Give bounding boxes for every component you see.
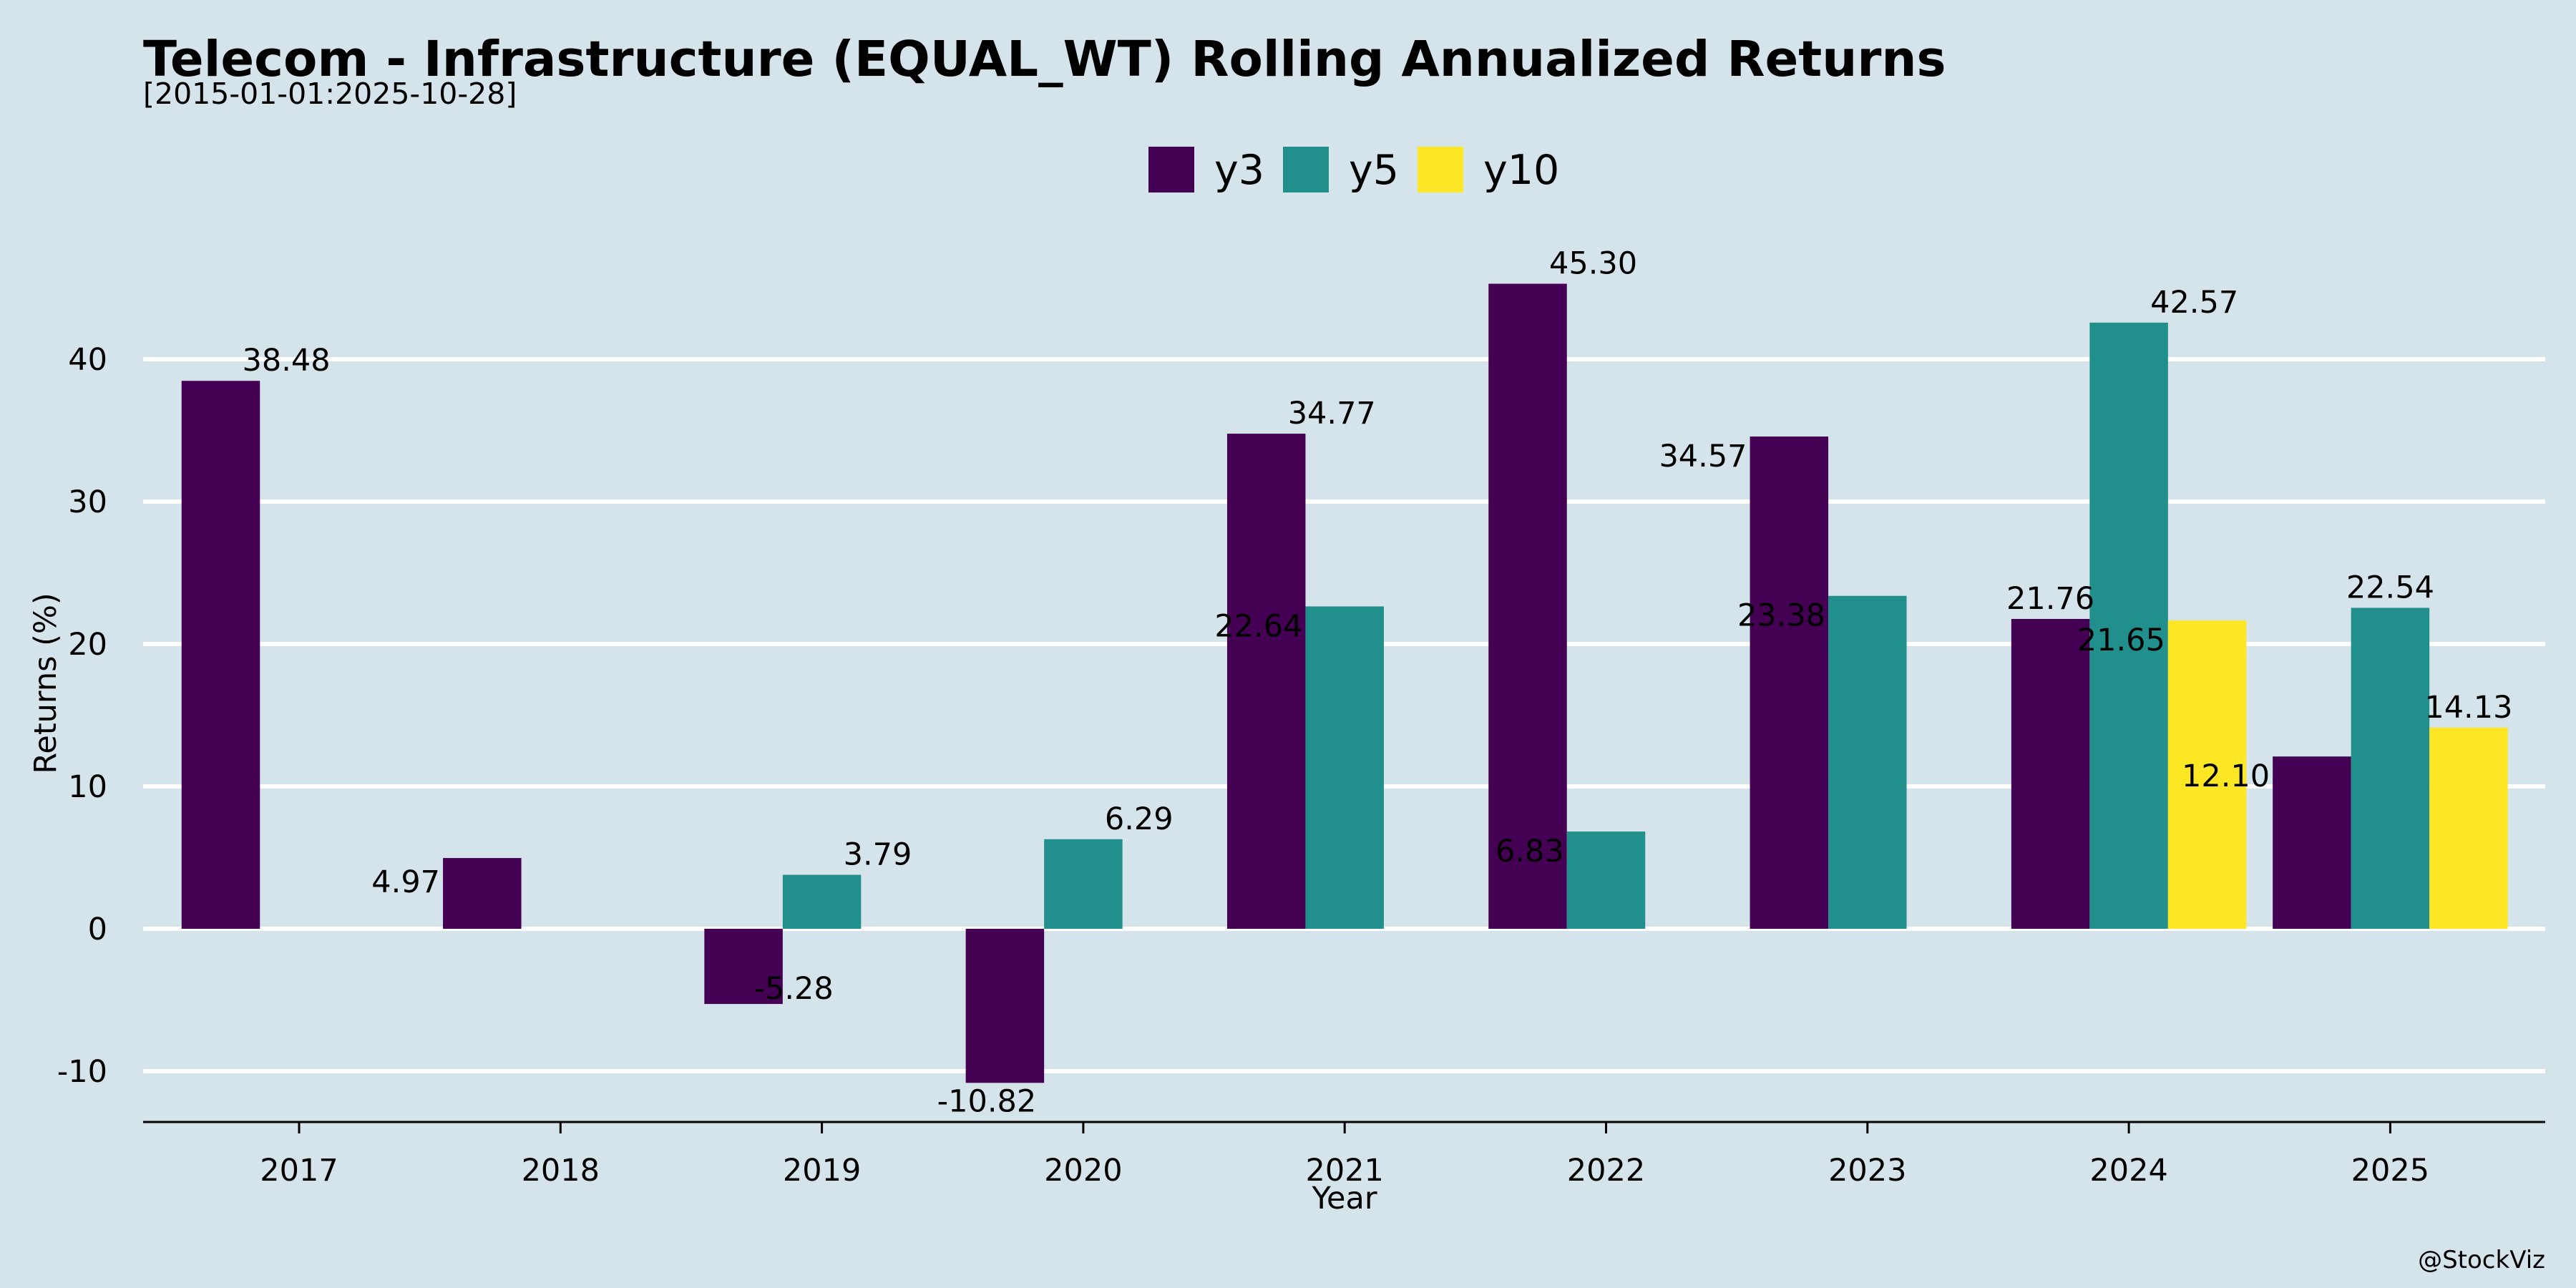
y-axis-label: Returns (%) [28,592,64,774]
x-tick-label: 2025 [2351,1153,2429,1189]
bar-y5-2022 [1566,831,1646,929]
bar-y3-2023 [1750,436,1829,929]
bar-y5-2023 [1828,595,1907,929]
value-label-y3-2019: -5.28 [753,971,833,1007]
value-label-y5-2020: 6.29 [1105,801,1174,837]
legend: y3 y5 y10 [1148,147,1559,194]
chart-subtitle: [2015-01-01:2025-10-28] [143,77,517,111]
x-tick-label: 2021 [1305,1153,1383,1189]
x-axis-label: Year [1311,1181,1377,1216]
y-tick-label: 20 [68,627,107,663]
bar-y3-2025 [2273,756,2351,929]
value-label-y3-2021: 34.77 [1288,396,1376,431]
legend-swatch [1148,147,1194,192]
x-tick-label: 2020 [1044,1153,1122,1189]
y-tick-label: -10 [57,1054,107,1090]
bars [181,283,2508,1083]
legend-swatch [1283,147,1329,192]
bar-y3-2019 [704,929,783,1005]
legend-label: y3 [1214,147,1264,194]
watermark: @StockViz [2418,1246,2545,1274]
value-label-y5-2025: 22.54 [2346,570,2434,605]
value-label-y3-2024: 21.76 [2006,581,2094,617]
bar-y10-2024 [2167,620,2247,929]
x-axis: 2017 2018 2019 2020 2021 2022 2023 2024 2025 [143,1121,2545,1189]
value-label-y3-2022: 45.30 [1549,246,1637,282]
bar-y5-2021 [1305,606,1384,929]
y-tick-label: 40 [68,342,107,378]
value-label-y3-2020: -10.82 [937,1083,1037,1119]
value-label-y5-2019: 3.79 [844,837,912,873]
bar-y3-2024 [2011,618,2090,929]
bar-y3-2018 [443,858,522,929]
value-label-y5-2023: 23.38 [1737,598,1825,634]
bar-y3-2021 [1226,434,1306,929]
bar-y3-2020 [965,929,1045,1083]
legend-item-y3: y3 [1148,147,1264,194]
bar-y5-2024 [2089,322,2168,929]
x-tick-label: 2019 [783,1153,861,1189]
value-labels: 38.48 4.97 -5.28 3.79 -10.82 6.29 34.77 22.64 45… [243,246,2513,1120]
y-tick-label: 10 [68,769,107,805]
chart-title: Telecom - Infrastructure (EQUAL_WT) Roll… [143,31,1946,88]
y-tick-label: 30 [68,484,107,520]
y-axis: -10 0 10 20 30 40 [57,342,107,1090]
value-label-y3-2023: 34.57 [1659,439,1747,474]
value-label-y3-2025: 12.10 [2182,758,2270,794]
legend-swatch [1418,147,1463,192]
x-tick-label: 2024 [2089,1153,2167,1189]
bar-y3-2022 [1488,283,1567,929]
x-tick-label: 2017 [260,1153,338,1189]
legend-label: y10 [1483,147,1559,194]
value-label-y10-2025: 14.13 [2424,690,2512,726]
bar-y10-2025 [2429,727,2508,929]
bar-y3-2017 [181,381,260,929]
value-label-y3-2018: 4.97 [371,864,440,900]
bar-y5-2019 [782,874,862,929]
value-label-y10-2024: 21.65 [2077,623,2165,658]
bar-y5-2025 [2351,608,2430,929]
legend-item-y10: y10 [1418,147,1559,194]
x-tick-label: 2018 [522,1153,600,1189]
y-tick-label: 0 [88,912,107,947]
value-label-y5-2022: 6.83 [1496,834,1564,869]
legend-item-y5: y5 [1283,147,1399,194]
x-tick-label: 2022 [1567,1153,1645,1189]
value-label-y5-2021: 22.64 [1214,608,1302,644]
value-label-y5-2024: 42.57 [2150,285,2238,321]
legend-label: y5 [1349,147,1399,194]
value-label-y3-2017: 38.48 [243,343,331,379]
x-tick-label: 2023 [1828,1153,1906,1189]
bar-y5-2020 [1044,839,1123,929]
